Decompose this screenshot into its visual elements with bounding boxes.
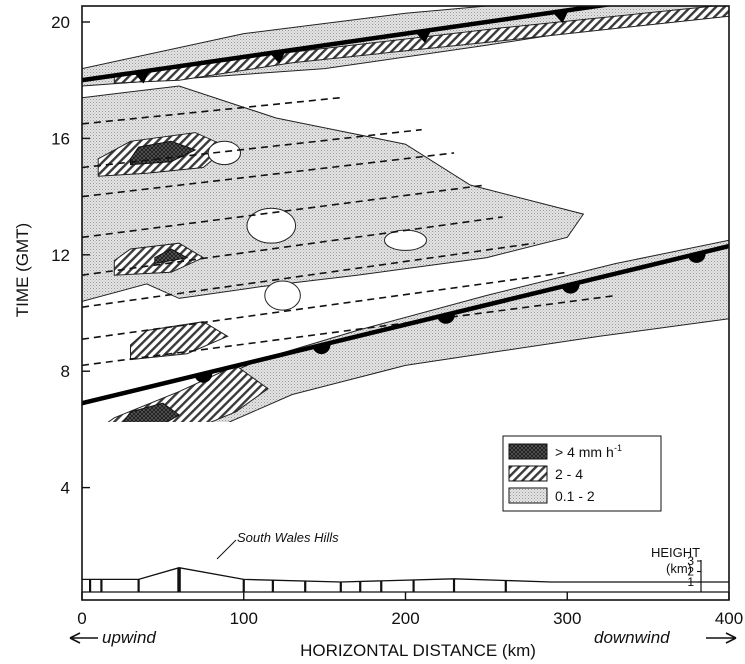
heavy-rain-region-1 (130, 140, 197, 166)
legend-label-heavy: > 4 mm h (555, 444, 614, 460)
y-tick-label-4: 4 (61, 479, 70, 498)
height-tick-label-2: 2 (687, 565, 694, 579)
upwind-arrow-icon (69, 632, 98, 644)
fronts (82, 6, 729, 406)
warm-front-semicircle-icon-1 (312, 342, 331, 355)
legend-swatch-light (508, 487, 548, 504)
rain-free-hole-2 (264, 280, 301, 311)
warm-front-line (82, 243, 729, 406)
warm-front-semicircle-icon-4 (687, 251, 706, 263)
y-tick-label-20: 20 (51, 13, 70, 32)
rain-band-line-2 (82, 242, 536, 308)
rain-free-hole-3 (383, 229, 428, 251)
moderate-rain-region-3 (130, 321, 229, 361)
heavy-rain-region-2 (154, 248, 189, 265)
axes: 0 100 200 300 400 4 8 12 16 20 (51, 13, 743, 628)
downwind-label: downwind (594, 628, 670, 647)
x-tick-label-400: 400 (715, 609, 743, 628)
rain-band-line-0 (82, 294, 616, 367)
height-tick-label-1: 1 (687, 575, 694, 589)
legend-swatch-medium (508, 465, 548, 482)
height-axis-unit: (km) (666, 561, 692, 576)
rain-free-hole-0 (246, 207, 297, 244)
rain-band-line-4 (82, 184, 487, 239)
rain-free-hole-1 (207, 140, 242, 166)
y-axis-label: TIME (GMT) (13, 223, 32, 317)
rain-band-line-6 (82, 128, 422, 169)
rain-band-line-3 (82, 216, 503, 276)
rain-bands (82, 96, 616, 367)
y-tick-label-12: 12 (51, 246, 70, 265)
rain-band-line-1 (82, 271, 568, 340)
y-tick-label-16: 16 (51, 129, 70, 148)
cold-front-line (82, 6, 614, 83)
x-tick-label-200: 200 (391, 609, 419, 628)
terrain-label: South Wales Hills (237, 530, 339, 545)
x-tick-label-300: 300 (553, 609, 581, 628)
legend-label-medium: 2 - 4 (555, 466, 583, 482)
warm-front-semicircle-icon-3 (561, 282, 580, 294)
terrain-label-pointer (216, 539, 237, 560)
cold-front-triangle-icon-2 (415, 29, 432, 43)
legend-label-heavy-superscript: -1 (614, 443, 622, 453)
x-tick-label-0: 0 (77, 609, 86, 628)
height-tick-label-3: 3 (687, 554, 694, 568)
terrain-profile: 123 (82, 554, 729, 593)
legend-label-light: 0.1 - 2 (555, 488, 595, 504)
height-axis-label: HEIGHT (651, 545, 700, 560)
cold-front-triangle-icon-3 (552, 10, 569, 24)
cold-front-triangle-icon-1 (269, 50, 286, 64)
downwind-arrow-icon (706, 632, 737, 644)
warm-front-semicircle-icon-0 (194, 371, 213, 383)
upwind-label: upwind (102, 628, 156, 647)
x-tick-label-100: 100 (230, 609, 258, 628)
heavy-rain-region-0 (122, 402, 181, 422)
rain-band-line-7 (82, 96, 341, 125)
terrain-outline (82, 567, 729, 583)
y-tick-label-8: 8 (61, 362, 70, 381)
legend: > 4 mm h -1 2 - 4 0.1 - 2 (502, 435, 662, 512)
x-axis-label: HORIZONTAL DISTANCE (km) (300, 641, 536, 660)
legend-swatch-heavy (508, 443, 548, 460)
heavy-rain-region-3 (114, 429, 138, 441)
cold-front-triangle-icon-0 (133, 70, 150, 84)
moderate-rain-region-5 (98, 461, 211, 490)
warm-front-semicircle-icon-2 (437, 312, 455, 324)
precipitation-regions (82, 6, 729, 490)
rain-band-line-5 (82, 152, 455, 198)
